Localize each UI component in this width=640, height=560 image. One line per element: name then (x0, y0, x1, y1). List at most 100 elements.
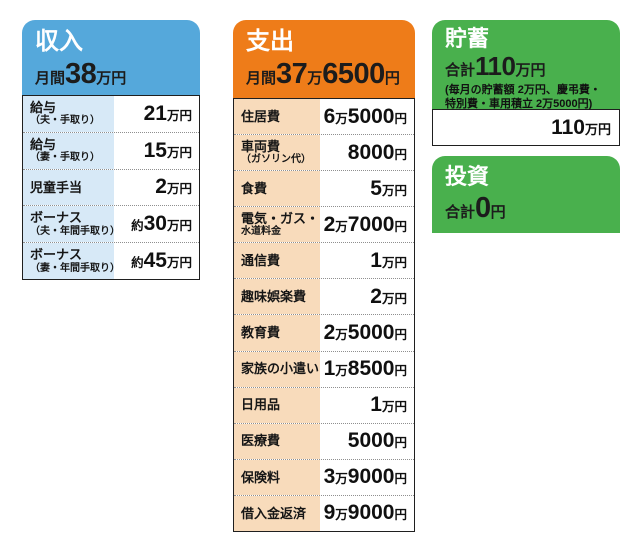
row-value: 5000円 (347, 429, 407, 453)
row-value: 8000円 (347, 140, 407, 164)
savings-total-value: 110万円 (551, 115, 611, 139)
row-label-cell: 食費 (234, 171, 320, 207)
table-row: 教育費 2万5000円 (234, 314, 414, 351)
investment-card: 投資 合計0円 (432, 156, 620, 233)
row-label-cell: 日用品 (234, 387, 320, 423)
investment-title: 投資 (445, 164, 490, 189)
row-label-cell: ボーナス （夫・年間手取り） (23, 206, 120, 243)
row-label-cell: 車両費 （ガソリン代） (234, 135, 320, 171)
investment-subtitle: 合計0円 (445, 191, 612, 224)
savings-total-row: 110万円 (432, 109, 620, 146)
table-row: 家族の小遣い 1万8500円 (234, 350, 414, 387)
row-value: 2万7000円 (323, 212, 407, 236)
row-value-cell: 1万8500円 (320, 351, 414, 387)
row-value-cell: 2万円 (320, 279, 414, 315)
row-label-cell: 給与 （夫・手取り） (23, 96, 114, 132)
row-label-cell: 家族の小遣い (234, 351, 320, 387)
row-value-cell: 5000円 (320, 423, 414, 459)
table-row: 食費 5万円 (234, 170, 414, 207)
table-row: ボーナス （夫・年間手取り） 約30万円 (23, 205, 199, 243)
income-header: 収入 月間38万円 (22, 20, 200, 95)
row-value-cell: 21万円 (114, 96, 199, 132)
row-value: 2万円 (155, 175, 192, 199)
row-label: 電気・ガス・ (241, 210, 320, 226)
row-value: 21万円 (143, 101, 192, 125)
row-label-cell: ボーナス （妻・年間手取り） (23, 243, 120, 279)
row-value: 3万9000円 (323, 465, 407, 489)
expense-subtitle: 月間37万6500円 (246, 59, 407, 89)
row-value: 1万円 (370, 248, 407, 272)
row-value: 2万5000円 (323, 321, 407, 344)
row-label-cell: 電気・ガス・ 水道料金 (234, 207, 320, 243)
row-value: 約30万円 (131, 212, 192, 236)
row-value-cell: 2万7000円 (320, 207, 414, 243)
income-title: 収入 (35, 28, 83, 55)
investment-subtitle-amount: 0円 (475, 191, 506, 224)
row-label-cell: 住居費 (234, 99, 320, 135)
row-label: 給与 (30, 99, 57, 115)
table-row: 借入金返済 9万9000円 (234, 494, 414, 531)
row-label-sub: （妻・手取り） (30, 152, 100, 164)
expense-table: 住居費 6万5000円 車両費 （ガソリン代） 8000円 食費 5万円 電気・… (233, 98, 415, 532)
row-label: 医療費 (241, 433, 281, 449)
row-label-cell: 医療費 (234, 423, 320, 459)
row-label-cell: 通信費 (234, 243, 320, 279)
savings-title: 貯蓄 (445, 26, 490, 51)
row-value: 2万円 (370, 284, 407, 308)
savings-subtitle-prefix: 合計 (445, 61, 476, 79)
row-value-cell: 約30万円 (114, 206, 199, 243)
income-subtitle-amount: 38万円 (65, 57, 127, 90)
row-value: 5万円 (370, 176, 407, 200)
row-label-cell: 給与 （妻・手取り） (23, 132, 114, 169)
row-label: 通信費 (241, 253, 281, 269)
income-table: 給与 （夫・手取り） 21万円 給与 （妻・手取り） 15万円 児童手当 2万円… (22, 95, 200, 280)
row-value-cell: 9万9000円 (320, 495, 414, 531)
row-label: ボーナス (30, 247, 83, 263)
row-value-cell: 15万円 (114, 132, 199, 169)
income-card: 収入 月間38万円 給与 （夫・手取り） 21万円 給与 （妻・手取り） 15万… (22, 20, 200, 280)
row-label: 食費 (241, 180, 268, 196)
row-value-cell: 3万9000円 (320, 459, 414, 495)
savings-note: (毎月の貯蓄額 2万円、慶弔費・ 特別費・車用積立 2万5000円) (445, 83, 612, 112)
row-label-cell: 教育費 (234, 315, 320, 351)
table-row: 電気・ガス・ 水道料金 2万7000円 (234, 206, 414, 243)
table-row: 住居費 6万5000円 (234, 99, 414, 135)
income-subtitle-prefix: 月間 (35, 69, 66, 87)
row-value: 9万9000円 (323, 501, 407, 525)
row-label: 車両費 (241, 138, 281, 154)
savings-subtitle-amount: 110万円 (475, 50, 546, 81)
row-value-cell: 2万5000円 (320, 315, 414, 351)
table-row: 日用品 1万円 (234, 386, 414, 423)
row-value-cell: 6万5000円 (320, 99, 414, 135)
savings-card: 貯蓄 合計110万円 (毎月の貯蓄額 2万円、慶弔費・ 特別費・車用積立 2万5… (432, 20, 620, 146)
expense-card: 支出 月間37万6500円 住居費 6万5000円 車両費 （ガソリン代） 80… (233, 20, 415, 532)
expense-subtitle-prefix: 月間 (246, 69, 277, 87)
row-value: 1万8500円 (323, 357, 407, 381)
row-label: 日用品 (241, 397, 281, 413)
expense-header: 支出 月間37万6500円 (233, 20, 415, 98)
row-value-cell: 8000円 (320, 135, 414, 171)
row-value-cell: 5万円 (320, 171, 414, 207)
row-label-sub: （妻・年間手取り） (30, 262, 120, 274)
row-value-cell: 2万円 (114, 169, 199, 206)
row-label: ボーナス (30, 210, 83, 226)
table-row: ボーナス （妻・年間手取り） 約45万円 (23, 242, 199, 279)
row-value: 15万円 (143, 138, 192, 162)
table-row: 医療費 5000円 (234, 422, 414, 459)
row-label-cell: 児童手当 (23, 169, 114, 206)
table-row: 給与 （妻・手取り） 15万円 (23, 131, 199, 169)
row-value: 6万5000円 (323, 104, 407, 128)
savings-note-line2: 特別費・車用積立 2万5000円) (445, 98, 593, 111)
row-label: 保険料 (241, 469, 281, 485)
row-label: 給与 (30, 136, 57, 152)
table-row: 給与 （夫・手取り） 21万円 (23, 96, 199, 132)
row-label-cell: 趣味娯楽費 (234, 279, 320, 315)
savings-note-line1: (毎月の貯蓄額 2万円、慶弔費・ (445, 83, 601, 96)
row-label: 児童手当 (30, 179, 83, 195)
table-row: 趣味娯楽費 2万円 (234, 278, 414, 315)
expense-title: 支出 (246, 28, 294, 55)
row-label-sub: （夫・年間手取り） (30, 225, 120, 237)
table-row: 通信費 1万円 (234, 242, 414, 279)
table-row: 車両費 （ガソリン代） 8000円 (234, 134, 414, 171)
